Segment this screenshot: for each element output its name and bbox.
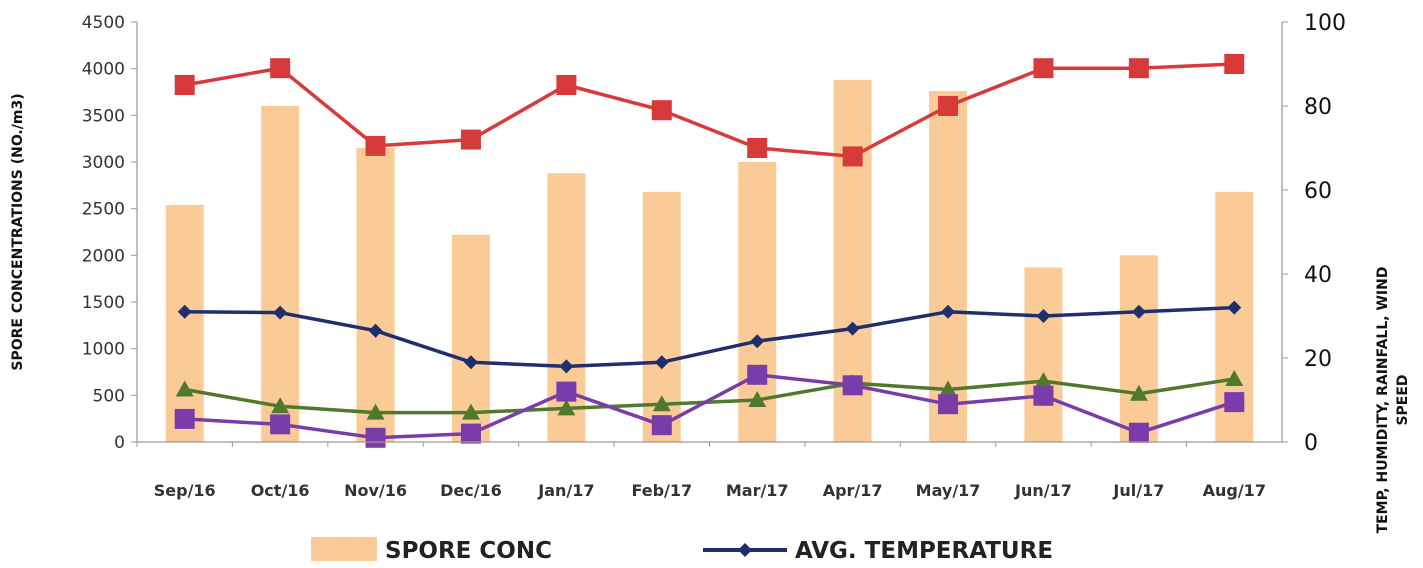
left-tick-label-2: 1000 <box>82 340 125 360</box>
left-tick-label-1: 500 <box>93 386 125 406</box>
category-label-0: Sep/16 <box>154 481 216 500</box>
right-tick-label-2: 40 <box>1304 263 1332 288</box>
right-tick-label-4: 80 <box>1304 95 1332 120</box>
left-axis-ticks: 0 500 1000 1500 2000 2500 3000 3500 4000 4500 <box>82 13 137 453</box>
series-2-marker-2 <box>366 403 385 420</box>
series-3-marker-4 <box>556 381 577 402</box>
series-0-marker-6 <box>750 334 765 349</box>
series-line-2 <box>184 377 1235 415</box>
series-3-marker-11 <box>1224 392 1245 413</box>
series-1-marker-6 <box>747 138 768 158</box>
series-line-0 <box>184 305 1235 369</box>
series-2-marker-3 <box>461 403 480 420</box>
series-2-marker-0 <box>175 380 194 397</box>
series-lines <box>184 62 1235 440</box>
legend-swatch-spore <box>311 537 377 561</box>
series-2-marker-11 <box>1225 370 1244 386</box>
category-label-3: Dec/16 <box>440 481 502 500</box>
category-label-10: Jul/17 <box>1112 481 1164 500</box>
series-1-marker-10 <box>1128 58 1149 79</box>
legend-label-spore: SPORE CONC <box>385 538 552 564</box>
spore-bar-9 <box>1024 267 1063 442</box>
left-tick-label-8: 4000 <box>82 60 125 80</box>
right-tick-label-3: 60 <box>1304 179 1332 204</box>
series-1-marker-8 <box>938 96 959 116</box>
series-0-marker-3 <box>463 355 478 370</box>
series-3-marker-9 <box>1033 385 1054 406</box>
category-label-1: Oct/16 <box>251 481 310 500</box>
series-1-marker-0 <box>174 75 195 95</box>
left-tick-label-0: 0 <box>114 433 125 453</box>
legend: SPORE CONC AVG. TEMPERATURE <box>311 537 1053 564</box>
series-3-marker-2 <box>365 427 386 448</box>
series-2-marker-6 <box>748 391 767 407</box>
right-axis-ticks: 0 20 40 60 80 100 <box>1282 11 1346 456</box>
series-line-3 <box>184 373 1235 440</box>
series-0-marker-7 <box>845 321 860 336</box>
series-0-marker-1 <box>273 305 288 320</box>
right-tick-label-5: 100 <box>1304 11 1346 36</box>
series-2-marker-10 <box>1129 384 1148 401</box>
series-3-marker-7 <box>842 375 863 396</box>
series-3-marker-5 <box>651 415 672 436</box>
category-label-11: Aug/17 <box>1203 481 1266 500</box>
series-1-marker-11 <box>1224 54 1245 74</box>
series-3-marker-0 <box>174 408 195 429</box>
left-tick-label-4: 2000 <box>82 246 125 266</box>
series-0-marker-0 <box>177 304 192 319</box>
left-tick-label-7: 3500 <box>82 106 125 126</box>
left-tick-label-9: 4500 <box>82 13 125 33</box>
category-label-4: Jan/17 <box>537 481 594 500</box>
series-2-marker-8 <box>939 380 958 397</box>
series-markers <box>174 54 1245 448</box>
spore-bar-1 <box>261 106 300 442</box>
category-label-5: Feb/17 <box>631 481 692 500</box>
series-0-marker-9 <box>1036 309 1051 323</box>
series-2-marker-5 <box>652 395 671 412</box>
series-3-marker-3 <box>460 423 481 444</box>
series-3-marker-10 <box>1128 422 1149 443</box>
series-0-marker-2 <box>368 323 383 338</box>
series-line-1 <box>184 62 1235 159</box>
left-tick-label-6: 3000 <box>82 153 125 173</box>
legend-marker-temperature <box>738 543 752 557</box>
series-1-marker-1 <box>270 58 291 79</box>
spore-bar-0 <box>165 204 204 442</box>
series-2-marker-1 <box>271 397 290 414</box>
series-1-marker-4 <box>556 75 577 95</box>
series-0-marker-5 <box>654 355 669 370</box>
series-0-marker-10 <box>1131 304 1146 319</box>
series-0-marker-11 <box>1227 300 1242 315</box>
right-axis-title-line2: SPEED <box>1395 374 1411 425</box>
right-tick-label-1: 20 <box>1304 347 1332 372</box>
category-label-6: Mar/17 <box>726 481 789 500</box>
left-axis-title: SPORE CONCENTRATIONS (NO./m3) <box>10 93 26 370</box>
series-1-marker-9 <box>1033 58 1054 79</box>
series-1-marker-3 <box>460 129 481 150</box>
spore-bar-2 <box>356 148 395 442</box>
category-label-8: May/17 <box>916 481 981 500</box>
series-1-marker-2 <box>365 135 386 156</box>
series-0-marker-4 <box>559 359 574 374</box>
category-label-9: Jun/17 <box>1014 481 1072 500</box>
series-3-marker-1 <box>270 414 291 435</box>
series-2-marker-4 <box>557 399 576 416</box>
spore-bar-10 <box>1119 255 1158 442</box>
category-labels: Sep/16 Oct/16 Nov/16 Dec/16 Jan/17 Feb/17 Mar/… <box>136 442 1266 500</box>
right-axis-title-line1: TEMP, HUMIDITY, RAINFALL, WIND <box>1375 267 1391 534</box>
series-1-marker-5 <box>651 100 672 121</box>
series-2-marker-9 <box>1034 372 1053 389</box>
series-3-marker-6 <box>747 364 768 385</box>
legend-label-temperature: AVG. TEMPERATURE <box>795 538 1053 564</box>
series-0-marker-8 <box>941 304 956 319</box>
right-tick-label-0: 0 <box>1304 431 1318 456</box>
series-1-marker-7 <box>842 146 863 167</box>
series-3-marker-8 <box>938 394 959 415</box>
category-label-2: Nov/16 <box>344 481 407 500</box>
left-tick-label-5: 2500 <box>82 200 125 220</box>
left-tick-label-3: 1500 <box>82 293 125 313</box>
category-label-7: Apr/17 <box>823 481 883 500</box>
